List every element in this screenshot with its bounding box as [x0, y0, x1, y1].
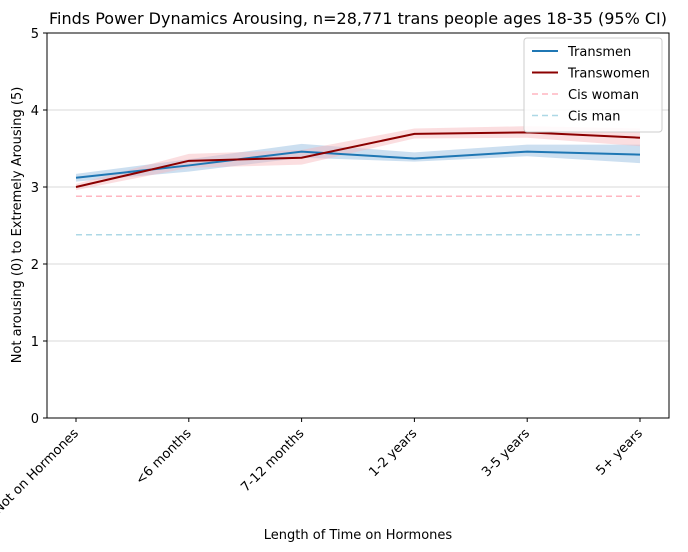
legend-label: Transwomen	[567, 67, 650, 82]
y-tick-label: 0	[31, 412, 39, 427]
x-tick-label: Not on Hormones	[0, 426, 82, 517]
legend-label: Transmen	[567, 45, 631, 60]
series-line	[75, 131, 641, 188]
x-tick-label: 3-5 years	[479, 426, 533, 480]
x-axis: Not on Hormones <6 months 7-12 months 1-2 y…	[0, 418, 646, 517]
y-tick-label: 2	[31, 258, 39, 273]
y-tick-label: 3	[31, 181, 39, 196]
plot-area	[46, 32, 670, 419]
y-tick-label: 5	[31, 27, 39, 42]
series-lines	[75, 131, 641, 236]
legend-label: Cis man	[568, 110, 620, 125]
legend: Transmen Transwomen Cis woman Cis man	[523, 37, 663, 133]
x-tick-label: <6 months	[133, 426, 195, 488]
x-axis-label: Length of Time on Hormones	[264, 528, 453, 543]
legend-box	[523, 37, 663, 133]
y-tick-label: 1	[31, 335, 39, 350]
ci-band	[76, 126, 640, 191]
chart-title: Finds Power Dynamics Arousing, n=28,771 …	[49, 9, 667, 28]
legend-label: Cis woman	[568, 88, 639, 103]
y-axis-label: Not arousing (0) to Extremely Arousing (…	[10, 87, 25, 364]
x-tick-label: 7-12 months	[238, 426, 307, 495]
confidence-bands	[76, 126, 640, 191]
x-tick-label: 5+ years	[593, 426, 646, 479]
y-axis: 0 1 2 3 4 5	[31, 27, 47, 427]
y-tick-label: 4	[31, 104, 39, 119]
x-tick-label: 1-2 years	[366, 426, 420, 480]
series-line	[75, 150, 641, 179]
